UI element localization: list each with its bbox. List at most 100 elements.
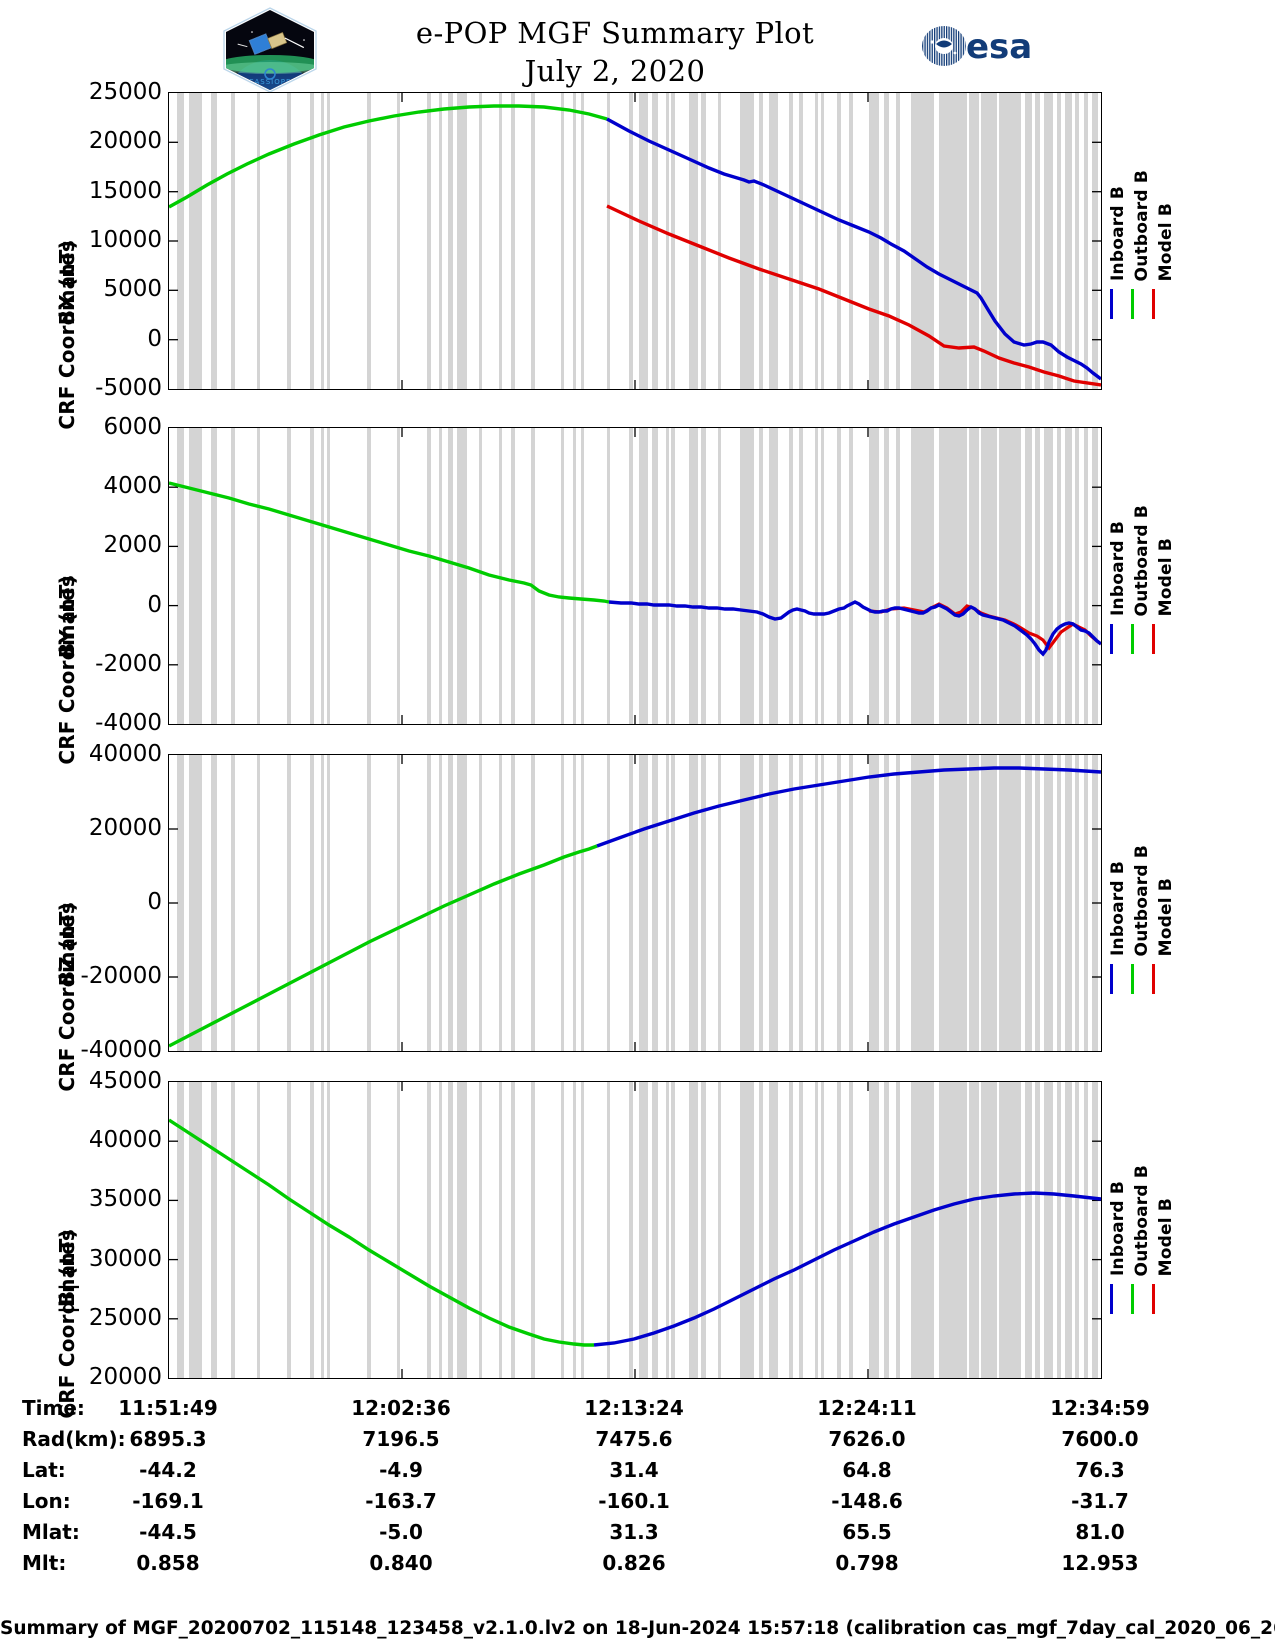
legend-label-model-b: Model B xyxy=(1156,538,1176,617)
cell-rad-4: 7600.0 xyxy=(1061,1427,1139,1451)
ytick: -4000 xyxy=(95,710,162,736)
cell-mlat-0: -44.5 xyxy=(139,1520,197,1544)
cell-time-3: 12:24:11 xyxy=(817,1396,917,1420)
legend-swatch-outboard-b xyxy=(1131,964,1134,995)
cell-lon-1: -163.7 xyxy=(365,1489,437,1513)
legend-swatch-inboard-b xyxy=(1110,624,1113,655)
legend-swatch-model-b xyxy=(1152,964,1155,995)
panel-by-outboard-b-series xyxy=(169,481,610,604)
table-row: Mlat: -44.5 -5.0 31.3 65.5 81.0 xyxy=(0,1520,1275,1551)
legend-swatch-inboard-b xyxy=(1110,964,1113,995)
ytick: 0 xyxy=(147,591,162,618)
legend-labels: Inboard B Outboard B Model B xyxy=(1108,505,1180,616)
panel-bmag-outboard-b-series xyxy=(169,1118,594,1347)
cell-lon-2: -160.1 xyxy=(598,1489,670,1513)
legend-label-inboard-b: Inboard B xyxy=(1108,521,1128,617)
panel-bz-inboard-b-series xyxy=(596,766,1101,848)
ytick: -40000 xyxy=(80,1037,162,1063)
panel-bmag-ytick-labels: 45000 40000 35000 30000 25000 20000 xyxy=(14,1068,162,1390)
ytick: 20000 xyxy=(88,1364,162,1390)
title-line-1: e-POP MGF Summary Plot xyxy=(415,16,815,50)
panel-bmag-svg xyxy=(169,1082,1101,1378)
panel-bx-outboard-b-series xyxy=(169,104,608,209)
cell-lat-0: -44.2 xyxy=(139,1458,197,1482)
legend-swatches xyxy=(1110,624,1173,655)
esa-logo-text: esa xyxy=(966,27,1032,67)
legend-swatch-outboard-b xyxy=(1131,624,1134,655)
table-row: Lon: -169.1 -163.7 -160.1 -148.6 -31.7 xyxy=(0,1489,1275,1520)
ephemeris-table: Time: 11:51:49 12:02:36 12:13:24 12:24:1… xyxy=(0,1396,1275,1582)
cell-mlt-2: 0.826 xyxy=(602,1551,666,1575)
cell-mlt-4: 12.953 xyxy=(1061,1551,1139,1575)
cell-lat-4: 76.3 xyxy=(1075,1458,1125,1482)
panel-bx-ticks xyxy=(169,93,1101,389)
panel-by-plot-area xyxy=(168,427,1102,725)
panel-by-inboard-b-series xyxy=(608,600,1101,657)
legend-label-outboard-b: Outboard B xyxy=(1132,845,1152,957)
legend-swatch-inboard-b xyxy=(1110,1284,1113,1315)
ytick: 30000 xyxy=(88,1245,162,1272)
panel-bmag-shaded-bands xyxy=(177,1082,1098,1378)
footer-caption: Summary of MGF_20200702_115148_123458_v2… xyxy=(0,1618,1275,1639)
ytick: 25000 xyxy=(88,79,162,105)
legend-swatch-inboard-b xyxy=(1110,289,1113,320)
ytick: 45000 xyxy=(88,1068,162,1094)
cell-mlt-3: 0.798 xyxy=(835,1551,899,1575)
panel-bz-legend: Inboard B Outboard B Model B xyxy=(1108,845,1180,995)
title-line-2: July 2, 2020 xyxy=(524,54,706,88)
table-row: Time: 11:51:49 12:02:36 12:13:24 12:24:1… xyxy=(0,1396,1275,1427)
page-header: CASSIOPE e-POP MGF Summary Plot July 2, … xyxy=(0,0,1275,94)
cell-time-2: 12:13:24 xyxy=(584,1396,684,1420)
legend-labels: Inboard B Outboard B Model B xyxy=(1108,170,1180,281)
cell-time-1: 12:02:36 xyxy=(351,1396,451,1420)
row-label-lon: Lon: xyxy=(22,1489,71,1513)
legend-swatch-model-b xyxy=(1152,1284,1155,1315)
panel-by-ytick-labels: 6000 4000 2000 0 -2000 -4000 xyxy=(14,414,162,736)
ytick: 20000 xyxy=(88,815,162,841)
legend-swatches xyxy=(1110,1284,1173,1315)
panel-bx-ytick-labels: 25000 20000 15000 10000 5000 0 -5000 xyxy=(14,79,162,401)
mission-patch-label: CASSIOPE xyxy=(249,78,292,86)
legend-swatches xyxy=(1110,289,1173,320)
panel-bz-shaded-bands xyxy=(177,755,1098,1051)
panel-by-shaded-bands xyxy=(177,428,1098,724)
legend-swatches xyxy=(1110,964,1173,995)
legend-swatch-model-b xyxy=(1152,624,1155,655)
ytick: 0 xyxy=(147,889,162,915)
cell-rad-0: 6895.3 xyxy=(129,1427,207,1451)
cassiope-mission-patch-icon: CASSIOPE xyxy=(218,6,322,94)
table-row: Lat: -44.2 -4.9 31.4 64.8 76.3 xyxy=(0,1458,1275,1489)
legend-label-outboard-b: Outboard B xyxy=(1132,505,1152,617)
panel-bx-legend: Inboard B Outboard B Model B xyxy=(1108,170,1180,320)
panel-bmag-inboard-b-series xyxy=(593,1191,1101,1347)
legend-swatch-model-b xyxy=(1152,289,1155,320)
ytick: 4000 xyxy=(103,473,162,500)
panel-bz-ytick-labels: 40000 20000 0 -20000 -40000 xyxy=(14,741,162,1063)
legend-swatch-outboard-b xyxy=(1131,1284,1134,1315)
cell-lat-3: 64.8 xyxy=(842,1458,892,1482)
panel-by-svg xyxy=(169,428,1101,724)
legend-label-inboard-b: Inboard B xyxy=(1108,861,1128,957)
cell-mlat-1: -5.0 xyxy=(379,1520,423,1544)
ytick: 0 xyxy=(147,325,162,352)
cell-rad-3: 7626.0 xyxy=(828,1427,906,1451)
legend-label-model-b: Model B xyxy=(1156,878,1176,957)
ytick: -2000 xyxy=(95,650,162,677)
panel-bz-ticks xyxy=(169,755,1101,1051)
cell-rad-1: 7196.5 xyxy=(362,1427,440,1451)
row-label-lat: Lat: xyxy=(22,1458,66,1482)
cell-lon-4: -31.7 xyxy=(1071,1489,1129,1513)
page-title: e-POP MGF Summary Plot July 2, 2020 xyxy=(330,14,900,90)
panel-bx-model-b-series xyxy=(606,204,1101,387)
ytick: 20000 xyxy=(88,128,162,155)
panel-by-legend: Inboard B Outboard B Model B xyxy=(1108,505,1180,655)
legend-swatch-outboard-b xyxy=(1131,289,1134,320)
row-label-rad: Rad(km): xyxy=(22,1427,126,1451)
ytick: 2000 xyxy=(103,532,162,559)
panel-by-ticks xyxy=(169,428,1101,724)
cell-mlt-0: 0.858 xyxy=(136,1551,200,1575)
cell-rad-2: 7475.6 xyxy=(595,1427,673,1451)
table-row: Rad(km): 6895.3 7196.5 7475.6 7626.0 760… xyxy=(0,1427,1275,1458)
esa-logo-icon: esa xyxy=(920,22,1050,70)
cell-lat-2: 31.4 xyxy=(609,1458,659,1482)
